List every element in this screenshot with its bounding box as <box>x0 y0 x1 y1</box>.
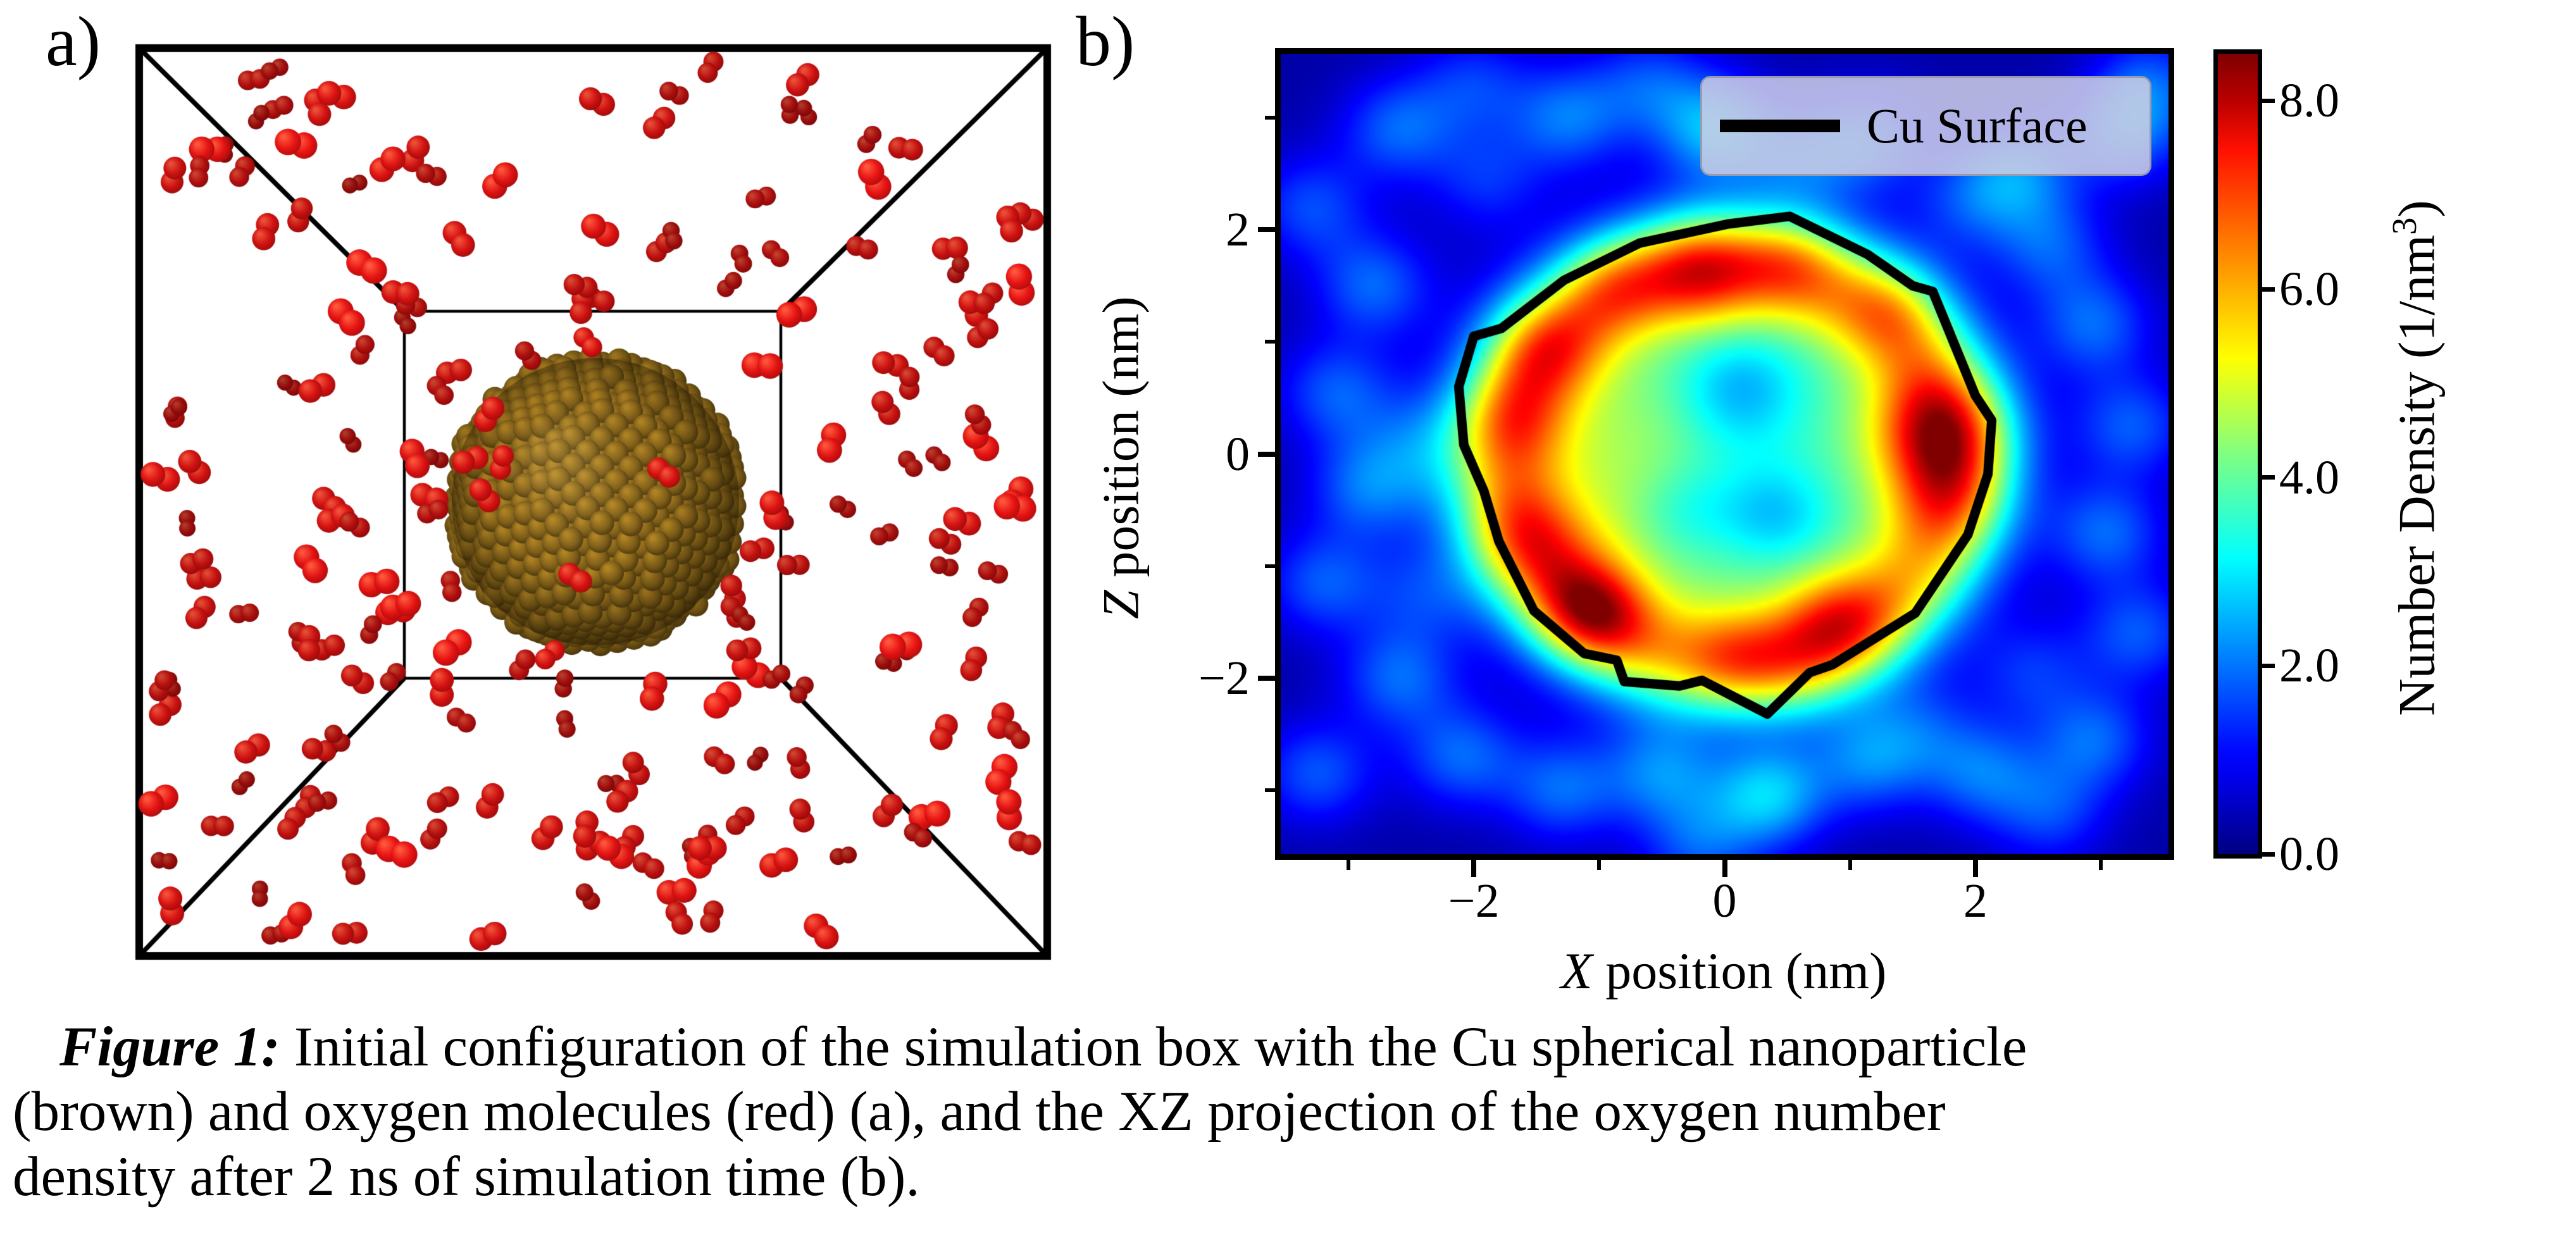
z-tick-label: 0 <box>1226 427 1250 481</box>
z-tick-label: −2 <box>1198 651 1250 705</box>
caption-line-3: density after 2 ns of simulation time (b… <box>13 1145 920 1208</box>
colorbar-tick-label: 6.0 <box>2279 263 2339 316</box>
x-minor-tick <box>2098 860 2103 870</box>
z-minor-tick <box>1265 564 1275 568</box>
colorbar-tick <box>2262 98 2275 103</box>
simulation-box-render <box>127 35 1063 972</box>
z-major-tick <box>1258 451 1275 457</box>
x-minor-tick <box>1597 860 1602 870</box>
legend-label: Cu Surface <box>1867 98 2088 153</box>
panel-b-label: b) <box>1076 3 1135 81</box>
colorbar-tick-label: 8.0 <box>2279 74 2339 128</box>
density-heatmap-canvas <box>1281 54 2168 854</box>
z-minor-tick <box>1265 340 1275 344</box>
x-major-tick <box>1722 860 1727 877</box>
x-major-tick <box>1471 860 1477 877</box>
colorbar-tick <box>2262 287 2275 292</box>
cu-surface-line-sample <box>1720 120 1840 132</box>
colorbar-tick <box>2262 663 2275 668</box>
density-plot-frame <box>1275 48 2174 860</box>
z-minor-tick <box>1265 115 1275 120</box>
caption-line-1-text: Initial configuration of the simulation … <box>280 1016 2027 1078</box>
x-tick-label: 2 <box>1963 874 1988 927</box>
x-axis-label: X position (nm) <box>1471 941 1977 1001</box>
caption-line-2: (brown) and oxygen molecules (red) (a), … <box>13 1081 1946 1143</box>
x-tick-label: 0 <box>1712 874 1737 927</box>
z-minor-tick <box>1265 788 1275 792</box>
x-tick-label: −2 <box>1448 874 1500 927</box>
z-major-tick <box>1258 227 1275 233</box>
colorbar-tick <box>2262 852 2275 857</box>
colorbar-label-sup: 3 <box>2385 217 2424 235</box>
z-axis-label-letter: Z <box>1092 590 1150 619</box>
x-axis-label-rest: position (nm) <box>1592 942 1887 1000</box>
figure-caption: Figure 1: Initial configuration of the s… <box>13 1015 2566 1209</box>
x-minor-tick <box>1347 860 1350 870</box>
x-axis-label-letter: X <box>1560 942 1593 1000</box>
colorbar-tick <box>2262 475 2275 480</box>
colorbar-tick-label: 4.0 <box>2279 450 2339 504</box>
colorbar-tick-label: 2.0 <box>2279 639 2339 693</box>
panel-a-label: a) <box>46 3 101 81</box>
caption-figure-number: Figure 1: <box>59 1016 280 1078</box>
caption-line-1: Figure 1: Initial configuration of the s… <box>13 1015 2566 1079</box>
colorbar <box>2213 49 2262 859</box>
z-tick-label: 2 <box>1226 203 1250 257</box>
x-major-tick <box>1972 860 1978 877</box>
z-major-tick <box>1258 675 1275 681</box>
legend-box: Cu Surface <box>1700 76 2151 176</box>
x-minor-tick <box>1848 860 1852 870</box>
colorbar-label-end: ) <box>2387 200 2446 218</box>
colorbar-tick-label: 0.0 <box>2279 828 2339 881</box>
